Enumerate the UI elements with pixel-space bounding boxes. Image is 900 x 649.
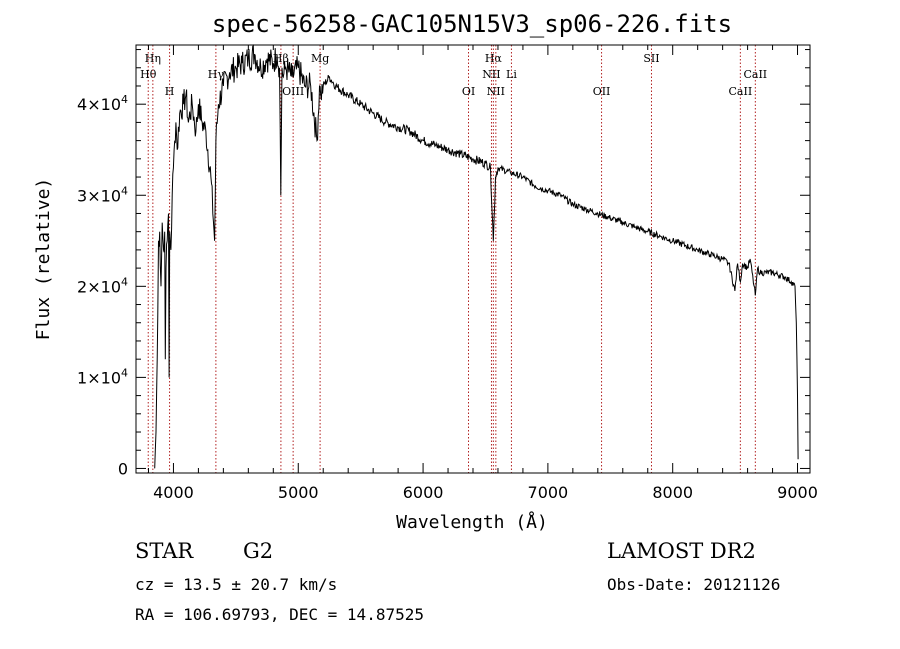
- x-tick-label-2: 6000: [403, 483, 444, 502]
- x-tick-label-1: 5000: [278, 483, 319, 502]
- line-label-8: Hα: [485, 52, 503, 65]
- y-axis-label: Flux (relative): [33, 178, 54, 341]
- line-label-5: OIII: [282, 85, 304, 98]
- spectrum-line: [154, 44, 799, 469]
- line-label-2: H: [165, 85, 175, 98]
- line-label-7: OI: [462, 85, 475, 98]
- line-label-1: Hη: [145, 52, 161, 65]
- observation-date: Obs-Date: 20121126: [607, 575, 781, 594]
- line-label-11: Li: [506, 68, 517, 81]
- line-label-3: Hγ: [208, 68, 225, 81]
- y-tick-label-0: 0: [118, 459, 128, 478]
- y-tick-label-1: 1×104: [77, 366, 128, 387]
- emission-line-markers: HθHηHHγHβOIIIMgOIHαNIINIILiOIISIICaIICaI…: [140, 45, 767, 473]
- velocity-readout: cz = 13.5 ± 20.7 km/s: [135, 575, 338, 594]
- x-tick-label-5: 9000: [777, 483, 818, 502]
- star-subclass: G2: [243, 539, 274, 563]
- line-label-10: NII: [487, 85, 505, 98]
- line-label-13: SII: [643, 52, 659, 65]
- star-class: STAR: [135, 539, 194, 563]
- chart-title: spec-56258-GAC105N15V3_sp06-226.fits: [212, 10, 732, 38]
- y-tick-label-4: 4×104: [77, 93, 128, 114]
- axis-ticks: 4000 5000 6000 7000 8000 9000 0 1×104 2×104 3×104…: [77, 45, 818, 502]
- line-label-12: OII: [593, 85, 611, 98]
- line-label-6: Mg: [311, 52, 329, 65]
- x-tick-label-4: 8000: [652, 483, 693, 502]
- line-label-0: Hθ: [140, 68, 157, 81]
- coordinates-readout: RA = 106.69793, DEC = 14.87525: [135, 605, 424, 624]
- plot-frame: [135, 44, 811, 474]
- y-tick-label-2: 2×104: [77, 275, 128, 296]
- survey-name: LAMOST DR2: [607, 539, 756, 563]
- line-label-9: NII: [482, 68, 500, 81]
- y-tick-label-3: 3×104: [77, 184, 128, 205]
- x-tick-label-0: 4000: [153, 483, 194, 502]
- x-axis-label: Wavelength (Å): [396, 511, 548, 533]
- x-tick-label-3: 7000: [528, 483, 569, 502]
- line-label-15: CaII: [743, 68, 767, 81]
- line-label-14: CaII: [729, 85, 753, 98]
